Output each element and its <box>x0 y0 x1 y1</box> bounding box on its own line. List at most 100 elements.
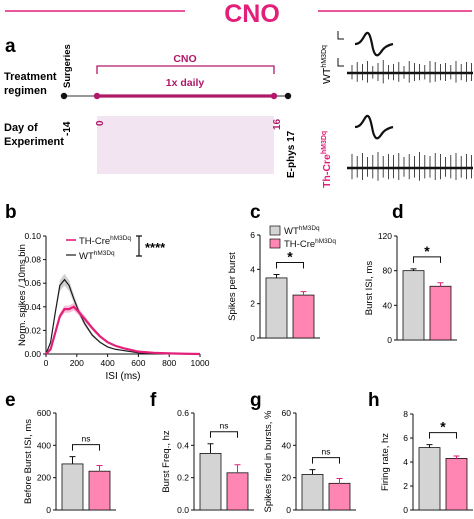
y-tick-label: 0 <box>387 335 392 345</box>
y-tick-label: 0.10 <box>24 231 41 241</box>
panel-b-isi-histogram: b 0.00 0.02 0.04 0.06 0.08 0.10 0 200 400 600 800 10… <box>5 202 210 382</box>
significance-marker: ns <box>322 447 331 457</box>
header-title: CNO <box>224 0 280 28</box>
wt-genotype-label: WThM3Dq <box>321 45 333 84</box>
x-tick-label: 0 <box>44 358 49 368</box>
significance-bracket <box>136 235 142 257</box>
y-tick-label: 400 <box>37 440 51 450</box>
cno-period-shade <box>97 116 274 174</box>
y-axis-label: Norm. spikes / 10ms bin <box>17 244 28 346</box>
x-tick-label: 600 <box>131 358 145 368</box>
ephys-day: E-phys 17 <box>286 130 297 178</box>
y-tick-label: 120 <box>378 231 392 241</box>
panel-letter: h <box>368 390 380 411</box>
error-bar <box>96 465 103 472</box>
significance-marker: ns <box>82 434 91 444</box>
panel-a-letter: a <box>5 36 16 57</box>
series-line-th <box>45 305 201 356</box>
th-trace-spikes <box>351 152 473 181</box>
y-tick-label: 0 <box>46 505 51 515</box>
cno-label-1: CNO <box>173 53 196 65</box>
y-axis-label: Burst Freq., hz <box>161 430 172 493</box>
y-axis-label: Before Burst ISI, ms <box>23 419 34 504</box>
significance-marker: * <box>440 419 446 435</box>
error-bar <box>453 455 460 459</box>
y-tick-label: 0.04 <box>24 302 41 312</box>
x-tick-label: 800 <box>162 358 176 368</box>
timeline-dot-day0 <box>93 92 101 100</box>
significance-bracket <box>312 457 340 464</box>
error-bar <box>234 464 241 473</box>
wt-trace-spikes <box>351 60 473 84</box>
timeline-dot-ephys <box>284 92 292 100</box>
y-tick-label: 0.2 <box>177 473 189 483</box>
x-tick-label: 1000 <box>191 358 210 368</box>
bar-th <box>226 472 249 511</box>
error-bar <box>309 469 316 475</box>
th-genotype-label: Th-CrehM3Dq <box>321 131 333 188</box>
panel-letter: g <box>250 390 262 411</box>
y-tick-label: 0.0 <box>177 505 189 515</box>
cno-bracket <box>96 65 275 74</box>
wt-spike-waveform <box>354 31 394 57</box>
error-bar <box>69 456 76 464</box>
error-bar <box>426 444 433 448</box>
bar-th <box>445 457 468 511</box>
day-0: 0 <box>95 120 106 126</box>
panel-a-timeline: a Treatment regimen Day of Experiment CN… <box>4 31 473 188</box>
y-tick-label: 40 <box>282 440 292 450</box>
timeline-dot-surgery <box>60 92 68 100</box>
th-spike-waveform <box>354 114 394 140</box>
cno-label-2: 1x daily <box>166 77 205 89</box>
panel-f-burst-frequency: f 0.0 0.2 0.4 0.6 Burst Freq., hz ns <box>150 390 254 515</box>
significance-marker: ns <box>220 421 229 431</box>
bar-th <box>328 482 351 511</box>
legend-swatch-th <box>269 238 281 249</box>
scale-bar-bottom <box>337 58 344 67</box>
error-bar <box>300 291 307 296</box>
y-tick-label: 600 <box>37 408 51 418</box>
scale-bar-top <box>337 31 344 40</box>
x-axis-label: ISI (ms) <box>106 371 141 382</box>
day-minus14: -14 <box>62 121 73 136</box>
y-tick-label: 60 <box>282 408 292 418</box>
error-bar <box>410 268 417 271</box>
y-tick-label: 40 <box>383 300 393 310</box>
y-tick-label: 0.06 <box>24 278 41 288</box>
y-tick-label: 200 <box>37 473 51 483</box>
panel-letter: c <box>250 202 261 223</box>
significance-marker: * <box>287 248 293 264</box>
y-axis-label: Spikes fired in bursts, % <box>263 410 274 512</box>
bar-wt <box>418 447 441 511</box>
y-tick-label: 8 <box>403 409 408 419</box>
legend-label-th: TH-CrehM3Dq <box>79 235 131 247</box>
panel-letter: d <box>392 202 404 223</box>
significance-bracket <box>72 444 100 451</box>
y-tick-label: 0.00 <box>24 349 41 359</box>
y-tick-label: 0 <box>286 505 291 515</box>
y-tick-label: 0 <box>403 505 408 515</box>
bar-wt <box>199 453 222 511</box>
bar-wt <box>402 270 425 341</box>
bar-th <box>292 294 315 339</box>
y-tick-label: 0.4 <box>177 440 189 450</box>
y-axis-label: Firing rate, hz <box>380 433 391 491</box>
y-tick-label: 4 <box>250 264 255 274</box>
treatment-label-1: Treatment <box>4 71 57 83</box>
day-16: 16 <box>272 118 283 130</box>
panel-letter: e <box>5 390 16 411</box>
surgeries-label: Surgeries <box>62 44 73 88</box>
panel-letter: f <box>150 390 157 411</box>
timeline-dot-day16 <box>270 92 278 100</box>
y-tick-label: 6 <box>250 230 255 240</box>
legend-swatch-wt <box>269 225 281 236</box>
series-band <box>46 273 200 354</box>
panel-d-burst-isi: d 0 40 80 120 Burst ISI, ms * <box>364 202 457 345</box>
significance-marker: **** <box>145 240 166 255</box>
bar-wt <box>61 463 84 511</box>
x-tick-label: 400 <box>101 358 115 368</box>
error-bar <box>336 477 343 484</box>
error-bar <box>273 273 280 278</box>
